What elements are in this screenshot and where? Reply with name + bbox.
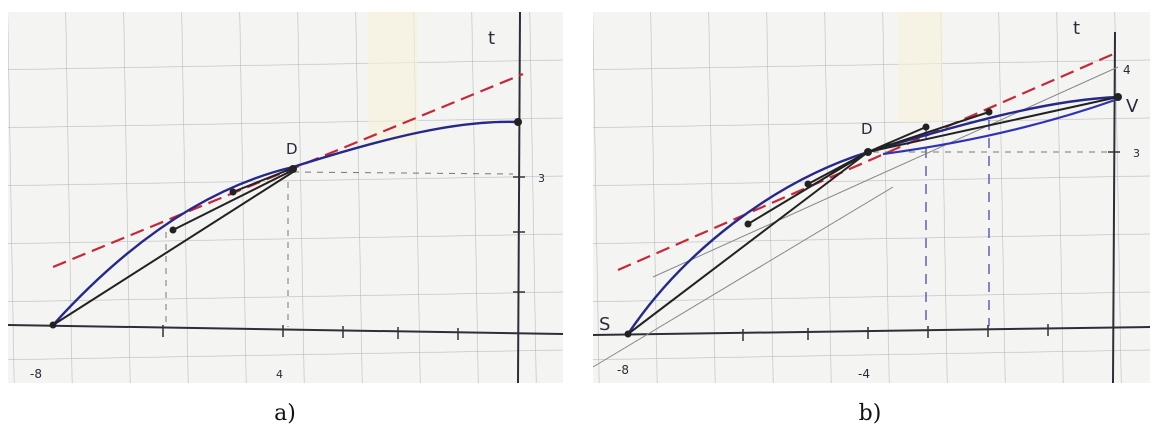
point	[805, 181, 812, 188]
label: D	[286, 140, 298, 158]
panel-b: t D 4 V S -8 -4 3	[593, 12, 1150, 383]
label: S	[599, 314, 610, 335]
caption: a)	[274, 401, 296, 426]
label: -8	[30, 367, 42, 381]
label: 3	[1133, 147, 1140, 160]
label: t	[488, 28, 495, 49]
point	[625, 331, 632, 338]
page: {"panels": [ {"caption": "a)", "labels":…	[0, 0, 1157, 438]
point	[514, 118, 522, 126]
point	[1114, 93, 1122, 101]
point	[170, 227, 177, 234]
label: 3	[538, 172, 545, 185]
label: t	[1073, 18, 1080, 39]
caption: b)	[859, 401, 882, 426]
point	[50, 322, 57, 329]
point	[289, 165, 297, 173]
label: -8	[617, 363, 629, 377]
point	[986, 109, 993, 116]
label: V	[1126, 96, 1139, 117]
paper-shade	[368, 12, 418, 142]
figure: t D 3 -8 4 a) t D 4 V S -8 -4 3 b)	[0, 0, 1157, 438]
point	[864, 148, 872, 156]
point	[923, 124, 930, 131]
label: 4	[276, 368, 283, 381]
point	[745, 221, 752, 228]
label: -4	[858, 367, 870, 381]
panel-a: t D 3 -8 4	[8, 12, 563, 383]
label: 4	[1123, 63, 1131, 77]
point	[230, 189, 237, 196]
paper-shade	[898, 12, 943, 122]
label: D	[861, 120, 873, 138]
